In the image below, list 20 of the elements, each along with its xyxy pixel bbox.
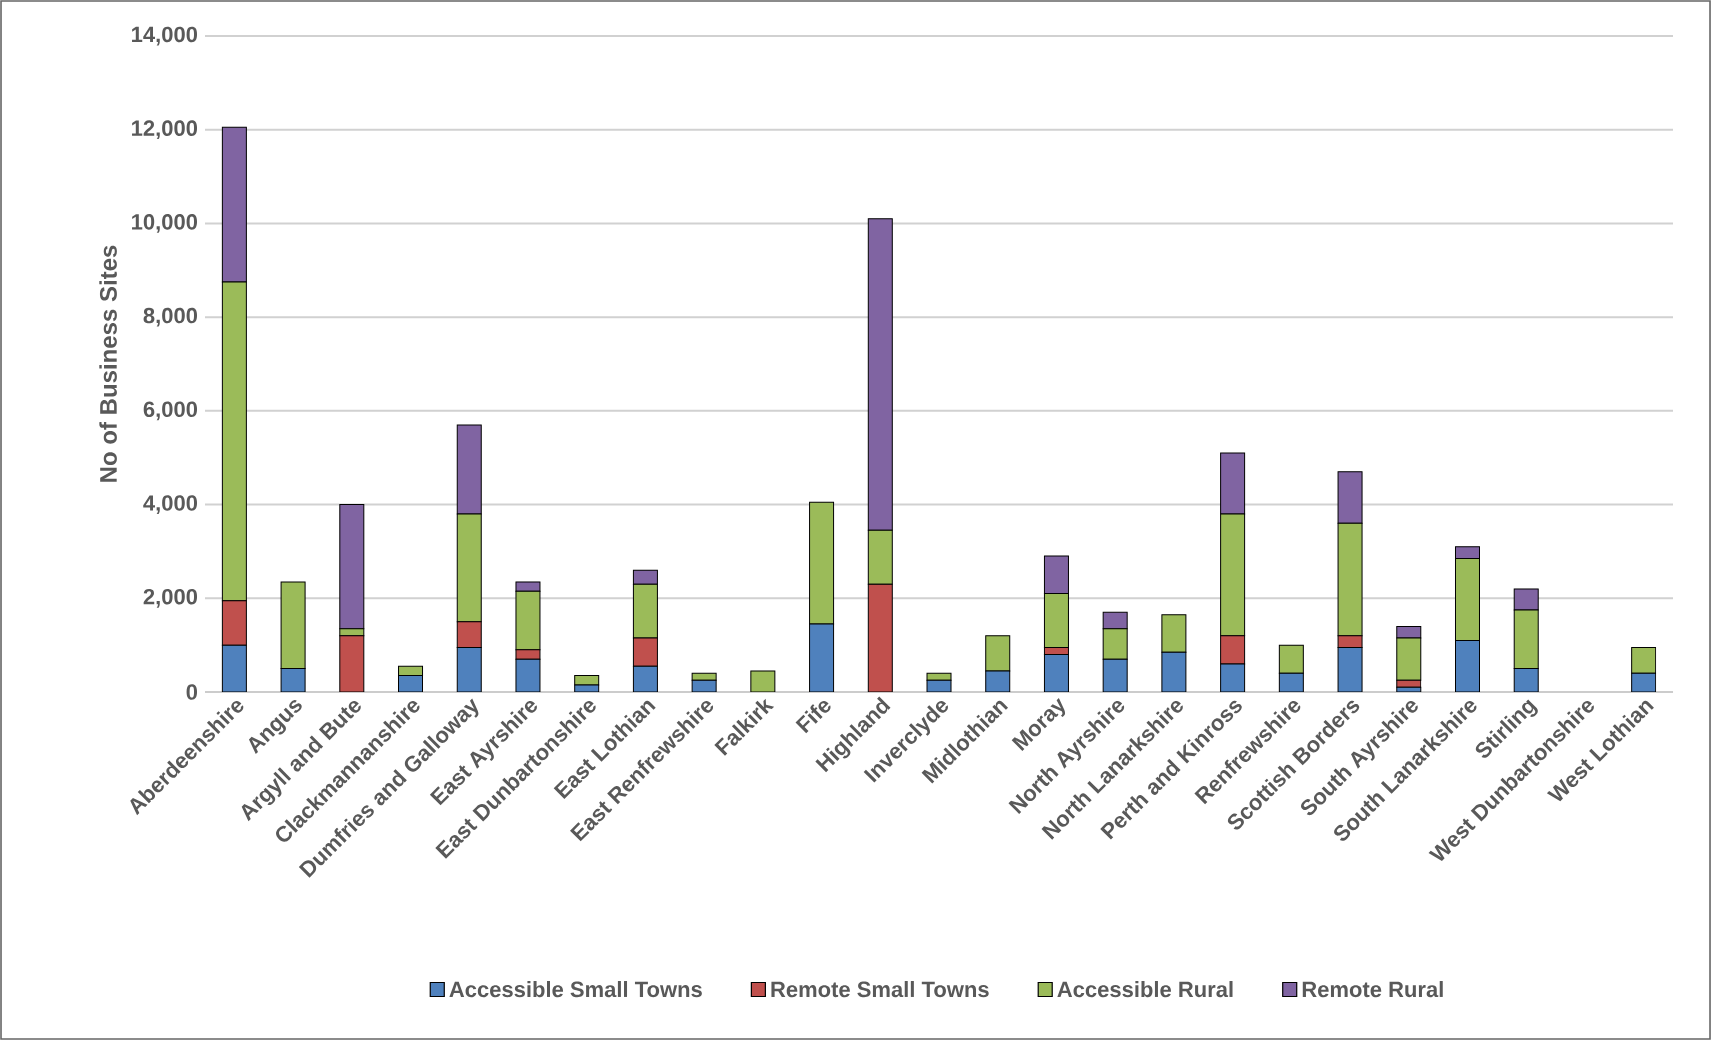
y-tick-label: 10,000	[132, 214, 198, 233]
legend-label: Accessible Rural	[1057, 981, 1233, 998]
y-tick-label: 2,000	[143, 588, 198, 608]
y-tick-label: 6,000	[143, 401, 198, 421]
bar	[867, 583, 893, 692]
y-tick-label: 8,000	[143, 307, 198, 327]
y-tick-label: 4,000	[143, 495, 198, 514]
legend-label: Remote Rural	[1302, 981, 1443, 998]
bar	[1220, 635, 1246, 665]
bar	[221, 600, 247, 646]
legend-label: Accessible Small Towns	[449, 981, 702, 998]
bar	[339, 635, 365, 692]
bar	[632, 637, 658, 667]
bar	[750, 670, 776, 692]
bar	[456, 621, 482, 648]
legend-label: Remote Small Towns	[771, 981, 989, 998]
y-tick-label: 14,000	[132, 26, 198, 46]
y-tick-label: 0	[186, 684, 198, 700]
y-axis-title: No of Business Sites	[99, 245, 117, 482]
y-tick-label: 12,000	[132, 120, 198, 140]
